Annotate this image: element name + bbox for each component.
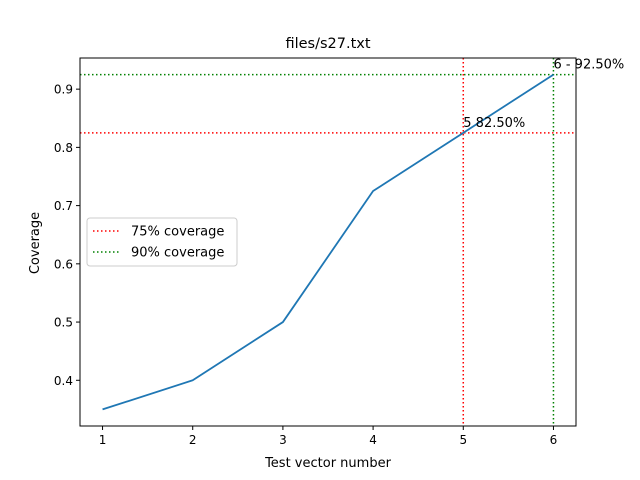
y-axis-label: Coverage: [28, 212, 43, 274]
plot-area: 5 82.50% 6 - 92.50% 1 2 3 4 5 6 0.4 0.5 0.6 0.7 0.8 0…: [54, 57, 624, 447]
x-axis-label: Test vector number: [264, 456, 391, 471]
axes-frame: [79, 57, 577, 427]
series-line-1: [102, 73, 554, 411]
x-tick-label-2: 2: [189, 433, 197, 447]
y-tick-label-3: 0.6: [54, 257, 73, 271]
x-tick-label-1: 1: [99, 433, 107, 447]
legend-box: [86, 217, 238, 267]
x-tick-label-5: 5: [459, 433, 467, 447]
legend-label-2: 90% coverage: [131, 246, 224, 261]
annotation-2: 6 - 92.50%: [553, 58, 624, 73]
x-tick-label-4: 4: [369, 433, 377, 447]
annotation-1: 5 82.50%: [463, 116, 525, 131]
y-tick-label-5: 0.8: [54, 141, 73, 155]
y-tick-label-1: 0.4: [54, 374, 73, 388]
legend-label-1: 75% coverage: [131, 225, 224, 240]
x-tick-label-3: 3: [279, 433, 287, 447]
y-tick-label-4: 0.7: [54, 199, 73, 213]
y-tick-label-2: 0.5: [54, 316, 73, 330]
y-tick-label-6: 0.9: [54, 83, 73, 97]
x-tick-label-6: 6: [550, 433, 558, 447]
chart-title: files/s27.txt: [285, 36, 370, 52]
legend: 75% coverage 90% coverage: [86, 217, 238, 267]
